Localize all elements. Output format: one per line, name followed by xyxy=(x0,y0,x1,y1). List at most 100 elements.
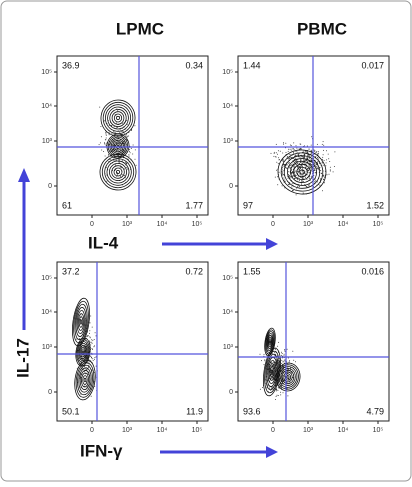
event-dot xyxy=(271,387,273,389)
event-dot xyxy=(288,158,290,160)
event-dot xyxy=(295,155,297,157)
x-tick-label: 10⁵ xyxy=(192,221,203,228)
event-dot xyxy=(319,167,321,169)
event-dot xyxy=(293,177,295,179)
event-dot xyxy=(290,157,292,159)
plot-panel: 36.9 0.34 61 1.77 10⁵ 10⁴ 10³ 0 0 10³ 10⁴ 10⁵ xyxy=(41,55,209,228)
contour xyxy=(113,167,123,177)
event-dot xyxy=(322,156,324,158)
event-dot xyxy=(277,395,279,396)
event-dot xyxy=(303,181,305,183)
quadrant-value: 4.79 xyxy=(366,406,384,416)
event-dot xyxy=(302,177,304,178)
event-dot xyxy=(278,159,280,161)
quadrant-value: 0.017 xyxy=(361,60,384,70)
y-tick-label: 0 xyxy=(229,183,233,190)
event-dot xyxy=(259,353,261,355)
event-dot xyxy=(313,166,315,168)
event-dot xyxy=(280,391,282,393)
event-dot xyxy=(275,389,277,391)
event-dot xyxy=(301,156,303,158)
event-dot xyxy=(293,158,295,160)
x-tick-label: 10⁵ xyxy=(373,221,384,228)
event-dot xyxy=(282,159,284,161)
plot-box xyxy=(237,261,390,422)
event-dot xyxy=(322,158,324,160)
event-dot xyxy=(319,185,321,187)
event-dot xyxy=(295,145,297,147)
event-dot xyxy=(295,157,297,159)
event-dot xyxy=(316,166,318,168)
event-dot xyxy=(92,340,94,342)
event-dot xyxy=(311,159,313,161)
event-dot xyxy=(317,157,319,159)
event-dot xyxy=(105,137,107,139)
event-dot xyxy=(272,361,274,363)
event-dot xyxy=(329,161,331,162)
event-dot xyxy=(322,141,324,143)
event-dot xyxy=(91,348,93,349)
event-dot xyxy=(128,155,130,157)
contour xyxy=(76,310,86,334)
y-tick-label: 10³ xyxy=(42,138,53,145)
event-dot xyxy=(306,178,308,180)
event-dot xyxy=(301,183,303,185)
event-dot xyxy=(289,144,291,146)
contour xyxy=(277,149,327,195)
event-dot xyxy=(328,173,330,175)
event-dot xyxy=(278,171,280,173)
event-dot xyxy=(117,110,119,112)
event-dot xyxy=(314,162,316,164)
y-tick-label: 10⁵ xyxy=(41,275,52,282)
contour xyxy=(267,336,273,348)
event-dot xyxy=(134,149,136,151)
event-dot xyxy=(277,163,279,165)
event-dot xyxy=(84,373,86,375)
event-dot xyxy=(110,156,112,157)
contour xyxy=(75,307,87,337)
event-dot xyxy=(283,179,285,181)
event-dot xyxy=(98,144,100,146)
event-dot xyxy=(308,155,310,157)
event-dot xyxy=(298,168,300,170)
event-dot xyxy=(314,181,316,183)
event-dot xyxy=(284,180,286,182)
event-dot xyxy=(293,166,294,168)
event-dot xyxy=(308,185,310,187)
event-dot xyxy=(289,148,291,150)
event-dot xyxy=(317,161,319,163)
contour xyxy=(278,366,298,388)
event-dot xyxy=(298,179,300,181)
contour xyxy=(79,344,87,360)
event-dot xyxy=(264,359,266,361)
event-dot xyxy=(292,171,293,172)
event-dot xyxy=(80,314,82,316)
event-dot xyxy=(290,367,292,369)
event-dot xyxy=(283,142,284,144)
event-dot xyxy=(311,170,313,172)
event-dot xyxy=(282,165,284,167)
event-dot xyxy=(291,372,293,374)
event-dot xyxy=(317,153,319,155)
contour xyxy=(109,162,128,181)
event-dot xyxy=(92,349,94,350)
event-dot xyxy=(294,155,296,157)
event-dot xyxy=(277,176,279,178)
event-dot xyxy=(323,175,325,177)
contour xyxy=(78,343,88,361)
event-dot xyxy=(91,356,92,358)
contour xyxy=(112,139,124,153)
event-dot xyxy=(83,366,85,367)
event-dot xyxy=(128,150,130,152)
event-dot xyxy=(308,164,310,166)
event-dot xyxy=(286,164,288,166)
event-dot xyxy=(284,360,286,362)
event-dot xyxy=(281,168,283,170)
event-dot xyxy=(117,145,119,147)
event-dot xyxy=(306,145,308,147)
event-dot xyxy=(282,167,284,169)
event-dot xyxy=(261,360,262,362)
event-dot xyxy=(116,127,118,129)
event-dot xyxy=(291,186,293,188)
y-tick-label: 0 xyxy=(48,389,52,396)
